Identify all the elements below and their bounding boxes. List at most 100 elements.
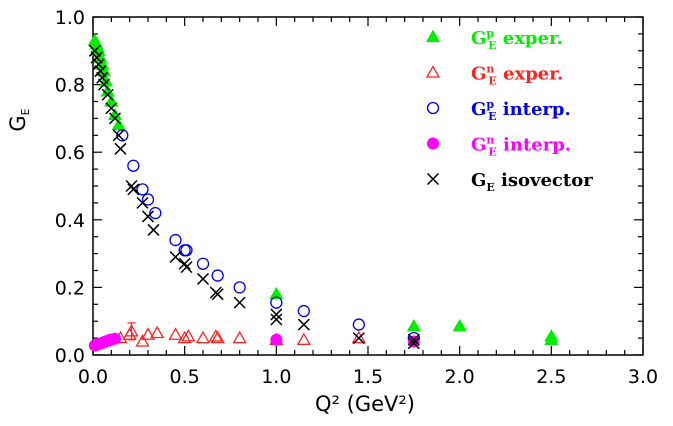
- legend-marker-ge_iso-stroke: [426, 172, 440, 186]
- point-gne_exp: [296, 332, 311, 345]
- point-ge_iso-stroke: [96, 71, 109, 84]
- point-ge_iso-stroke: [101, 88, 114, 101]
- y-axis-title-sub: E: [19, 108, 32, 115]
- point-ge_iso: [136, 196, 149, 209]
- point-ge_iso: [270, 308, 283, 321]
- point-gpe_int: [352, 318, 365, 331]
- point-gpe_exp: [269, 286, 284, 300]
- point-ge_iso: [147, 223, 160, 236]
- svg-text:GE: GE: [6, 108, 32, 131]
- legend-marker-ge_iso: [426, 172, 440, 186]
- point-gpe_int: [136, 183, 149, 196]
- point-ge_iso-stroke: [112, 129, 125, 142]
- series-gpe_int: [116, 129, 420, 345]
- point-ge_iso: [112, 129, 125, 142]
- point-gne_exp: [168, 327, 183, 340]
- point-ge_iso-stroke: [94, 65, 107, 78]
- point-ge_iso: [90, 51, 103, 64]
- point-ge_iso-stroke: [105, 102, 118, 115]
- point-ge_iso-stroke: [196, 272, 210, 285]
- data-marks: [87, 33, 559, 352]
- point-gne_exp: [124, 324, 139, 337]
- axes: 0.0 0.5 1.0 1.5 2.0 2.5 3.0 0.0 0.2 0.4 0.6 0.8 1.0: [55, 7, 658, 388]
- point-ge_iso: [94, 65, 107, 78]
- point-ge_iso: [270, 313, 283, 326]
- point-ge_iso-stroke: [169, 250, 182, 264]
- point-ge_iso: [233, 296, 246, 309]
- point-ge_iso: [97, 78, 111, 91]
- point-gpe_int: [233, 281, 246, 294]
- point-ge_iso-stroke: [88, 44, 101, 57]
- series-gne_int: [88, 332, 420, 352]
- point-gne_exp: [150, 325, 165, 339]
- x-tick-label: 1.5: [353, 366, 383, 388]
- point-ge_iso-stroke: [407, 337, 420, 350]
- point-gne_exp: [351, 330, 366, 344]
- point-gpe_int: [180, 244, 193, 257]
- point-gne_exp: [140, 327, 156, 340]
- legend-entry-ge_iso: GE isovector: [426, 170, 593, 194]
- point-ge_iso: [196, 272, 210, 285]
- point-ge_iso-stroke: [407, 333, 420, 346]
- x-tick-label: 2.5: [536, 366, 566, 388]
- point-gpe_int: [211, 269, 224, 282]
- point-ge_iso: [141, 210, 155, 223]
- point-ge_iso: [211, 288, 224, 301]
- legend-label-gne_int: Gn E interp.: [471, 134, 571, 159]
- point-ge_iso-stroke: [180, 261, 193, 274]
- x-axis-title: Q² (GeV²): [315, 392, 415, 416]
- x-tick-label: 0.5: [170, 366, 200, 388]
- point-gne_exp: [210, 330, 225, 344]
- x-tick-label: 2.0: [445, 366, 475, 388]
- point-gne_exp: [232, 330, 247, 344]
- point-ge_iso: [108, 112, 122, 125]
- y-tick-label: 0.2: [55, 277, 85, 299]
- legend-marker-gne_int: [427, 137, 439, 150]
- point-gne_exp: [181, 329, 196, 342]
- legend-entry-gpe_int: Gp E interp.: [426, 98, 571, 123]
- y-tick-label: 0.0: [55, 345, 85, 367]
- point-gne_exp: [208, 329, 223, 342]
- point-gne_exp: [135, 334, 150, 347]
- legend-marker-gne_exp: [425, 65, 441, 78]
- legend-marker-gpe_int: [426, 101, 440, 115]
- point-ge_iso-stroke: [297, 318, 310, 331]
- point-ge_iso: [101, 88, 114, 101]
- point-ge_iso: [297, 318, 310, 331]
- point-gpe_int: [270, 296, 283, 309]
- point-gne_exp: [195, 330, 211, 344]
- point-ge_iso-stroke: [108, 112, 122, 125]
- point-ge_iso-stroke: [178, 257, 191, 270]
- y-tick-label: 0.8: [55, 75, 85, 97]
- point-ge_iso-stroke: [233, 296, 246, 309]
- point-ge_iso-stroke: [92, 58, 105, 71]
- y-tick-label: 0.4: [55, 210, 85, 232]
- point-ge_iso: [96, 71, 109, 84]
- point-ge_iso: [88, 44, 101, 57]
- point-gpe_exp: [111, 117, 126, 131]
- point-ge_iso: [180, 261, 193, 274]
- x-tick-label: 3.0: [628, 366, 658, 388]
- point-gne_int: [109, 332, 121, 345]
- point-gpe_exp: [452, 318, 467, 332]
- series-gne_exp: [113, 322, 366, 347]
- point-ge_iso: [105, 102, 118, 115]
- point-gpe_int: [169, 233, 182, 247]
- point-ge_iso-stroke: [270, 308, 283, 321]
- point-ge_iso-stroke: [352, 332, 365, 345]
- y-tick-label: 0.6: [55, 142, 85, 164]
- point-ge_iso-stroke: [97, 78, 111, 91]
- point-gpe_exp: [544, 332, 559, 345]
- point-gne_int: [270, 333, 283, 346]
- point-ge_iso-stroke: [127, 183, 140, 196]
- point-gpe_exp: [107, 107, 123, 121]
- legend-label-gne_exp: Gn E exper.: [471, 63, 563, 88]
- legend-marker-gpe_exp: [425, 29, 441, 43]
- legend-label-gpe_int: Gp E interp.: [471, 98, 571, 123]
- point-ge_iso: [178, 257, 191, 270]
- point-ge_iso: [352, 332, 365, 345]
- point-gne_exp: [177, 330, 192, 344]
- point-gpe_exp: [406, 318, 421, 332]
- point-ge_iso-stroke: [90, 51, 103, 64]
- point-gpe_int: [116, 129, 129, 142]
